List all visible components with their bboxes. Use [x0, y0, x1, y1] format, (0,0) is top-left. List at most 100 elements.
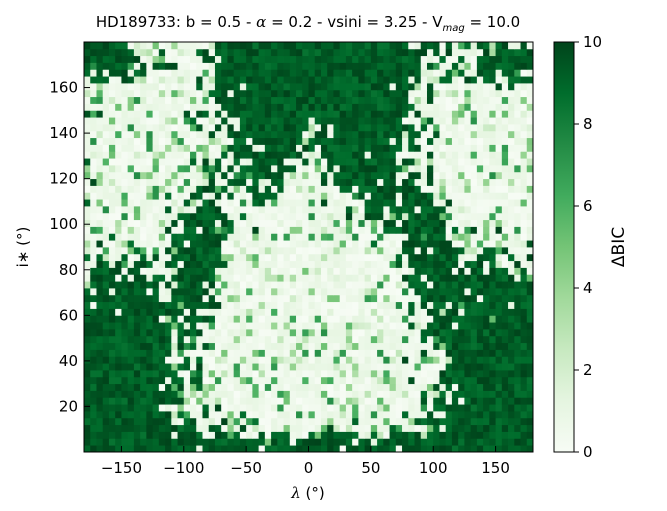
heatmap-cell — [364, 376, 372, 385]
heatmap-cell — [289, 301, 297, 309]
heatmap-cell — [140, 158, 147, 166]
heatmap-cell — [345, 83, 353, 91]
heatmap-cell — [458, 308, 465, 316]
heatmap-cell — [476, 315, 484, 323]
heatmap-cell — [171, 240, 178, 248]
heatmap-cell — [140, 42, 147, 50]
heatmap-cell — [108, 390, 116, 398]
heatmap-cell — [426, 124, 434, 132]
heatmap-cell — [252, 185, 260, 193]
heatmap-cell — [383, 383, 390, 391]
heatmap-cell — [121, 165, 129, 173]
heatmap-cell — [489, 117, 496, 125]
heatmap-cell — [246, 124, 253, 132]
heatmap-cell — [314, 110, 322, 118]
heatmap-cell — [364, 274, 372, 282]
heatmap-cell — [108, 411, 116, 419]
heatmap-cell — [426, 233, 434, 241]
heatmap-cell — [177, 130, 185, 139]
heatmap-cell — [90, 301, 97, 309]
heatmap-cell — [451, 130, 459, 139]
heatmap-cell — [526, 165, 534, 173]
heatmap-cell — [414, 48, 422, 57]
heatmap-cell — [426, 42, 434, 50]
heatmap-cell — [277, 110, 284, 118]
heatmap-cell — [233, 322, 241, 330]
heatmap-cell — [271, 417, 278, 426]
heatmap-cell — [383, 329, 390, 337]
heatmap-cell — [190, 267, 197, 275]
heatmap-cell — [420, 55, 428, 63]
heatmap-cell — [296, 206, 303, 214]
heatmap-cell — [196, 151, 203, 159]
heatmap-cell — [395, 404, 403, 412]
heatmap-cell — [364, 158, 372, 166]
heatmap-cell — [426, 438, 434, 446]
heatmap-cell — [190, 247, 197, 255]
heatmap-cell — [239, 438, 247, 446]
heatmap-cell — [333, 308, 341, 316]
heatmap-cell — [327, 417, 334, 426]
heatmap-cell — [389, 397, 397, 405]
heatmap-cell — [190, 411, 197, 419]
heatmap-cell — [314, 233, 322, 241]
heatmap-cell — [395, 370, 403, 378]
heatmap-cell — [252, 301, 260, 309]
heatmap-cell — [377, 219, 384, 227]
heatmap-cell — [508, 356, 515, 364]
heatmap-cell — [177, 294, 185, 303]
heatmap-cell — [383, 411, 390, 419]
heatmap-cell — [402, 199, 409, 207]
heatmap-cell — [277, 42, 284, 50]
heatmap-cell — [508, 62, 515, 70]
heatmap-cell — [389, 96, 397, 104]
heatmap-cell — [121, 206, 129, 214]
heatmap-cell — [208, 96, 216, 104]
heatmap-cell — [408, 411, 415, 419]
heatmap-cell — [258, 117, 266, 125]
heatmap-cell — [221, 260, 228, 268]
heatmap-cell — [420, 329, 428, 337]
heatmap-cell — [108, 383, 116, 391]
heatmap-cell — [108, 137, 116, 145]
heatmap-cell — [84, 89, 91, 98]
heatmap-cell — [370, 192, 378, 200]
heatmap-cell — [383, 117, 390, 125]
heatmap-cell — [501, 192, 509, 200]
heatmap-cell — [395, 335, 403, 344]
heatmap-cell — [495, 315, 503, 323]
heatmap-cell — [520, 247, 528, 255]
heatmap-cell — [333, 247, 341, 255]
heatmap-cell — [146, 247, 153, 255]
heatmap-cell — [451, 356, 459, 364]
heatmap-cell — [395, 424, 403, 432]
heatmap-cell — [476, 424, 484, 432]
heatmap-cell — [383, 376, 390, 385]
heatmap-cell — [408, 233, 415, 241]
heatmap-cell — [433, 206, 440, 214]
heatmap-cell — [483, 219, 490, 227]
heatmap-cell — [489, 185, 496, 193]
heatmap-cell — [520, 192, 528, 200]
heatmap-cell — [271, 185, 278, 193]
heatmap-cell — [402, 62, 409, 70]
heatmap-cell — [333, 267, 341, 275]
heatmap-cell — [302, 329, 309, 337]
heatmap-cell — [258, 349, 266, 357]
heatmap-cell — [108, 294, 116, 303]
heatmap-cell — [115, 281, 122, 289]
heatmap-cell — [439, 329, 447, 337]
heatmap-cell — [514, 103, 521, 111]
heatmap-cell — [520, 390, 528, 398]
heatmap-cell — [214, 76, 222, 84]
heatmap-cell — [183, 383, 191, 391]
heatmap-cell — [127, 219, 135, 227]
heatmap-cell — [314, 165, 322, 173]
heatmap-cell — [289, 329, 297, 337]
heatmap-cell — [133, 117, 141, 125]
heatmap-cell — [84, 96, 91, 104]
heatmap-cell — [289, 130, 297, 139]
heatmap-cell — [414, 260, 422, 268]
heatmap-cell — [121, 376, 129, 385]
heatmap-cell — [246, 363, 253, 371]
